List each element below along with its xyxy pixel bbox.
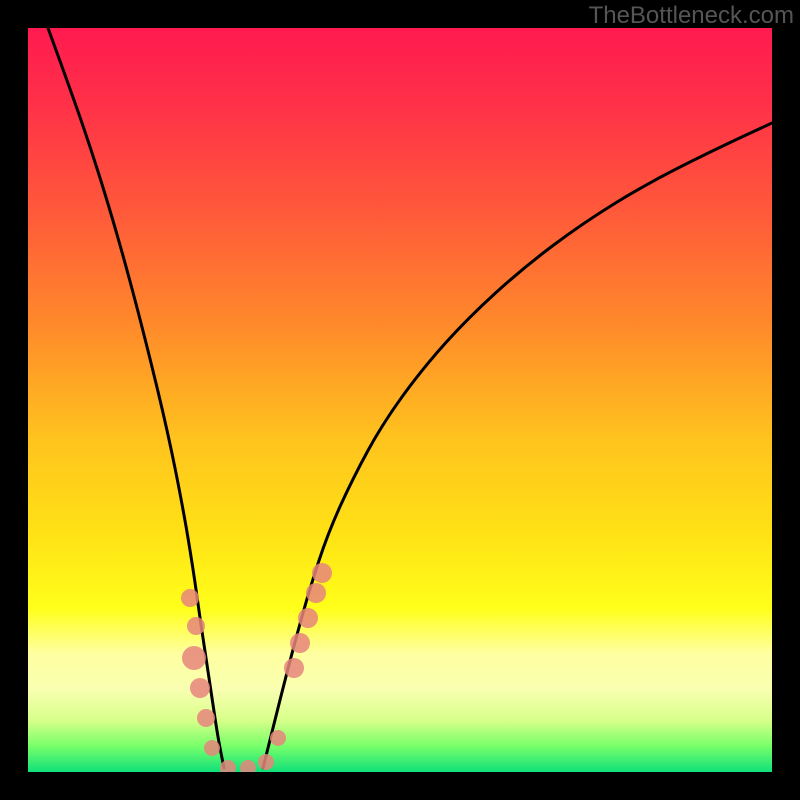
data-point: [312, 563, 332, 583]
data-point: [182, 646, 206, 670]
data-point: [270, 730, 286, 746]
data-point: [181, 589, 199, 607]
data-point: [220, 760, 236, 772]
data-point: [204, 740, 220, 756]
data-point: [187, 617, 205, 635]
watermark: TheBottleneck.com: [589, 2, 794, 30]
data-point: [284, 658, 304, 678]
data-point: [197, 709, 215, 727]
data-point: [290, 633, 310, 653]
bottleneck-curve: [28, 28, 772, 772]
data-point: [190, 678, 210, 698]
curve-right: [263, 123, 772, 768]
data-point: [258, 754, 274, 770]
data-point: [240, 760, 256, 772]
plot-area: [28, 28, 772, 772]
data-point: [306, 583, 326, 603]
data-point: [298, 608, 318, 628]
